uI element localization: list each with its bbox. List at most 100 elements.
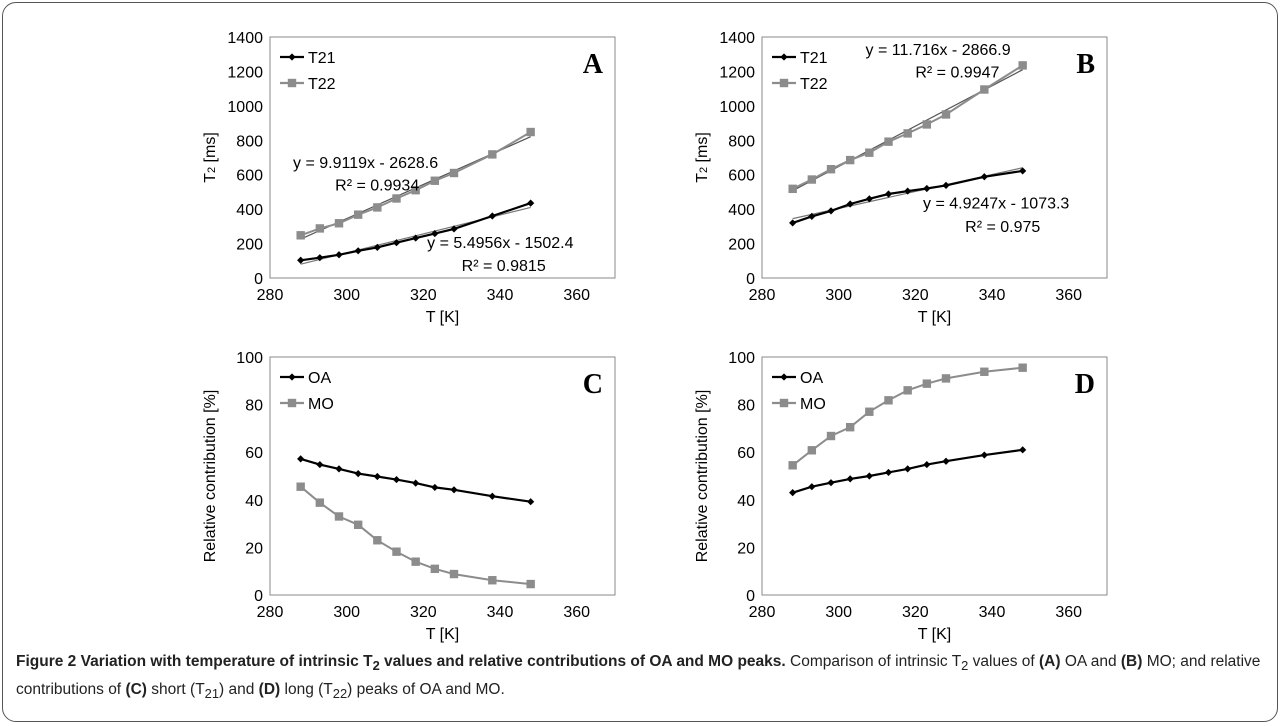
y-tick-label: 40: [737, 493, 755, 510]
caption-text: OA and: [1060, 653, 1121, 670]
y-axis-label: Relative contribution [%]: [202, 390, 219, 563]
data-point: [789, 219, 797, 227]
x-tick-label: 320: [902, 604, 929, 621]
legend-entry-t22: T22: [772, 76, 828, 93]
caption-sub: 21: [204, 686, 220, 702]
data-point: [353, 210, 363, 219]
data-point: [392, 194, 401, 203]
legend-entry-mo: MO: [772, 396, 826, 413]
caption-text: Comparison of intrinsic T: [785, 653, 962, 670]
x-tick-label: 360: [1055, 604, 1082, 621]
y-tick-label: 600: [728, 168, 755, 185]
caption-title-sub: 2: [372, 658, 380, 674]
regression-r2: R² = 0.9815: [462, 258, 546, 275]
y-tick-label: 60: [737, 445, 755, 462]
data-point: [942, 457, 950, 465]
x-tick-label: 360: [563, 604, 590, 621]
data-point: [845, 155, 855, 165]
series-oa: [297, 455, 535, 506]
x-tick-label: 360: [1055, 287, 1082, 304]
y-axis-label: Relative contribution [%]: [694, 390, 711, 563]
data-point: [315, 498, 325, 507]
x-tick-label: 340: [487, 604, 514, 621]
legend-entry-oa: OA: [772, 370, 823, 387]
figure-caption: Figure 2 Variation with temperature of i…: [16, 650, 1266, 706]
panel-letter: B: [1076, 49, 1095, 80]
data-point: [808, 483, 816, 491]
data-point: [1018, 61, 1027, 70]
series-line: [792, 366, 1023, 467]
data-point: [431, 229, 439, 238]
regression-equation: y = 9.9119x - 2628.6: [293, 155, 438, 172]
data-point: [488, 150, 497, 159]
caption-panel-ref-c: (C): [125, 681, 147, 699]
caption-text: short (T: [146, 681, 205, 699]
x-tick-label: 280: [257, 287, 284, 304]
legend-marker: [287, 78, 297, 88]
series-oa: [789, 446, 1027, 497]
data-point: [373, 243, 381, 251]
legend-marker: [780, 53, 788, 61]
data-point: [788, 461, 797, 470]
data-point: [411, 186, 420, 195]
y-tick-label: 80: [737, 398, 755, 415]
data-point: [430, 564, 440, 574]
data-point: [807, 175, 817, 184]
data-point: [865, 195, 873, 203]
data-point: [903, 386, 912, 395]
y-tick-label: 800: [728, 133, 755, 150]
data-point: [923, 460, 931, 469]
caption-text: long (T: [280, 681, 333, 699]
x-tick-label: 300: [825, 604, 852, 621]
y-tick-label: 200: [236, 237, 263, 254]
y-tick-label: 40: [245, 493, 263, 510]
legend-label: MO: [800, 396, 826, 413]
data-point: [789, 489, 797, 497]
y-tick-label: 800: [236, 133, 263, 150]
y-tick-label: 600: [236, 168, 263, 185]
data-point: [296, 231, 305, 240]
y-tick-label: 0: [746, 588, 755, 605]
x-tick-label: 280: [257, 604, 284, 621]
data-point: [334, 219, 344, 228]
data-point: [412, 234, 420, 242]
x-tick-label: 340: [487, 287, 514, 304]
legend-entry-t21: T21: [772, 50, 828, 67]
regression-r2: R² = 0.9947: [915, 64, 999, 81]
data-point: [980, 173, 988, 181]
plot-area: [269, 36, 616, 279]
x-axis-label: T [K]: [918, 626, 952, 643]
data-point: [373, 203, 382, 212]
data-point: [922, 379, 932, 388]
data-point: [980, 367, 989, 376]
data-point: [903, 129, 912, 138]
y-tick-label: 100: [728, 350, 755, 367]
x-tick-label: 300: [825, 287, 852, 304]
data-point: [526, 127, 535, 137]
data-point: [865, 148, 874, 157]
data-point: [334, 512, 344, 521]
y-tick-label: 400: [728, 202, 755, 219]
caption-sub: 22: [332, 686, 348, 702]
legend-marker: [288, 53, 296, 61]
caption-panel-ref-d: (D): [258, 681, 281, 699]
data-point: [297, 455, 305, 463]
legend-marker: [288, 373, 296, 381]
data-point: [316, 254, 324, 262]
chart-panel-d: 0 20 40 60 80 100 280 300 320 340 360 T [K] Relative…: [694, 350, 1108, 643]
caption-text: MO; and relative contributions of: [16, 653, 1261, 699]
y-tick-label: 0: [254, 271, 263, 288]
y-tick-label: 400: [236, 202, 263, 219]
data-point: [865, 472, 873, 480]
panel-letter: A: [583, 49, 604, 80]
legend-marker: [287, 398, 297, 408]
regression-equation: y = 11.716x - 2866.9: [866, 42, 1011, 59]
regression-equation: y = 5.4956x - 1502.4: [427, 235, 573, 252]
data-point: [315, 224, 325, 233]
legend-entry-t22: T22: [280, 76, 336, 93]
y-axis-label: T2 [ms]: [202, 132, 219, 183]
data-point: [884, 190, 893, 198]
plot-area: [269, 356, 616, 596]
caption-title-text-end: values and relative contributions of OA …: [379, 653, 786, 670]
